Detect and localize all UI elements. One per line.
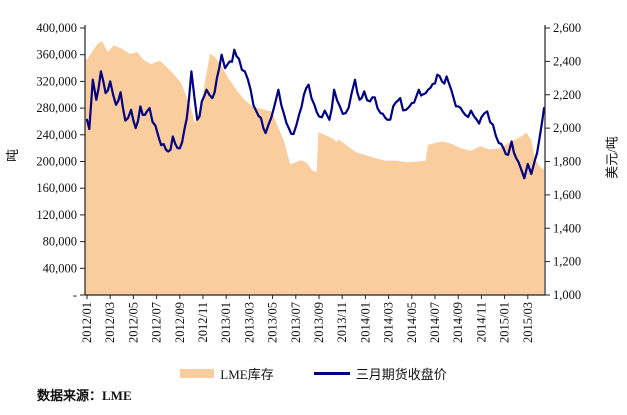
svg-text:2013/01: 2013/01 (219, 302, 233, 343)
svg-text:2013/05: 2013/05 (266, 302, 280, 343)
left-axis-unit-label: 吨 (5, 148, 21, 163)
svg-text:1,600: 1,600 (553, 188, 581, 202)
svg-text:2012/07: 2012/07 (150, 302, 164, 343)
legend-item-inventory: LME库存 (180, 364, 274, 383)
svg-text:2,000: 2,000 (553, 121, 581, 135)
svg-text:2012/01: 2012/01 (80, 302, 94, 343)
svg-text:120,000: 120,000 (36, 208, 77, 222)
svg-text:1,000: 1,000 (553, 288, 581, 302)
svg-text:1,200: 1,200 (553, 255, 581, 269)
svg-text:2013/03: 2013/03 (242, 302, 256, 343)
svg-text:2014/09: 2014/09 (451, 302, 465, 343)
svg-text:80,000: 80,000 (43, 235, 77, 249)
svg-text:2015/03: 2015/03 (521, 302, 535, 343)
svg-text:240,000: 240,000 (36, 128, 77, 142)
svg-text:2012/09: 2012/09 (173, 302, 187, 343)
svg-text:2013/11: 2013/11 (335, 302, 349, 343)
svg-text:-: - (73, 288, 77, 302)
chart-legend: LME库存 三月期货收盘价 (0, 364, 627, 383)
legend-label-price: 三月期货收盘价 (355, 367, 447, 382)
svg-text:2012/11: 2012/11 (196, 302, 210, 343)
svg-text:2013/09: 2013/09 (312, 302, 326, 343)
svg-text:2014/11: 2014/11 (474, 302, 488, 343)
svg-text:2013/07: 2013/07 (289, 302, 303, 343)
right-axis-unit-label: 美元/吨 (604, 136, 620, 179)
svg-text:2014/03: 2014/03 (382, 302, 396, 343)
svg-text:2015/01: 2015/01 (498, 302, 512, 343)
area-series-swatch (180, 369, 215, 378)
svg-text:2,400: 2,400 (553, 54, 581, 68)
svg-text:360,000: 360,000 (36, 48, 77, 62)
svg-text:200,000: 200,000 (36, 155, 77, 169)
line-series-swatch (313, 372, 350, 375)
svg-text:2014/05: 2014/05 (405, 302, 419, 343)
svg-text:2014/07: 2014/07 (428, 302, 442, 343)
svg-text:1,400: 1,400 (553, 221, 581, 235)
svg-text:1,800: 1,800 (553, 155, 581, 169)
svg-text:280,000: 280,000 (36, 101, 77, 115)
svg-text:320,000: 320,000 (36, 74, 77, 88)
svg-text:40,000: 40,000 (43, 261, 77, 275)
data-source-note: 数据来源：LME (37, 388, 132, 403)
legend-item-price: 三月期货收盘价 (313, 364, 447, 383)
svg-text:2014/01: 2014/01 (358, 302, 372, 343)
svg-text:2,200: 2,200 (553, 88, 581, 102)
svg-text:2012/03: 2012/03 (103, 302, 117, 343)
svg-text:400,000: 400,000 (36, 21, 77, 35)
svg-text:2,600: 2,600 (553, 21, 581, 35)
legend-label-inventory: LME库存 (220, 367, 274, 382)
svg-text:160,000: 160,000 (36, 181, 77, 195)
svg-text:2012/05: 2012/05 (126, 302, 140, 343)
